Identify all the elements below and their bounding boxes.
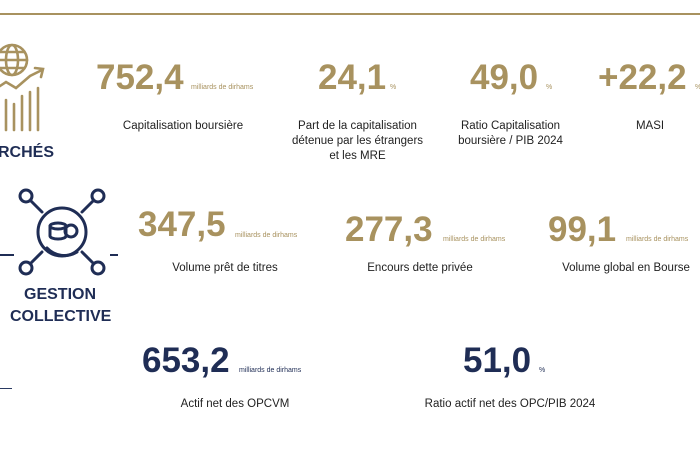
kpi-unit: %	[695, 84, 700, 91]
kpi-unit: milliards de dirhams	[443, 236, 506, 243]
kpi-label: Ratio actif net des OPC/PIB 2024	[424, 398, 596, 410]
section-title-gestion-line2: COLLECTIVE	[10, 308, 112, 325]
kpi-unit: milliards de dirhams	[626, 236, 689, 243]
kpi-label: Volume prêt de titres	[172, 262, 278, 274]
kpi-unit: milliards de dirhams	[239, 367, 302, 374]
kpi-label: MASI	[635, 120, 665, 132]
kpi-label: Capitalisation boursière	[122, 120, 244, 132]
kpi-unit: %	[390, 84, 397, 91]
kpi-value: 347,5	[138, 205, 226, 244]
kpi-unit: %	[546, 84, 553, 91]
kpi-value: +22,2	[598, 58, 687, 97]
kpi-label: Part de la capitalisation détenue par le…	[291, 120, 424, 162]
section-right-rule	[110, 254, 118, 256]
globe-growth-chart-icon	[0, 43, 45, 132]
kpi-label: Ratio Capitalisation boursière / PIB 202…	[458, 120, 563, 147]
top-divider	[0, 13, 700, 15]
kpi-value: 99,1	[548, 210, 617, 249]
section-left-rule	[0, 254, 14, 256]
section-title-marches: RCHÉS	[0, 144, 55, 161]
kpi-unit: milliards de dirhams	[235, 232, 298, 239]
kpi-unit: milliards de dirhams	[191, 84, 254, 91]
kpi-value: 51,0	[463, 341, 532, 380]
section-title-gestion-line1: GESTION	[24, 286, 97, 303]
kpi-value: 653,2	[142, 341, 230, 380]
kpi-unit: %	[539, 367, 546, 374]
kpi-label: Volume global en Bourse	[562, 262, 690, 274]
kpi-value: 49,0	[470, 58, 539, 97]
bottom-divider	[0, 388, 12, 389]
kpi-value: 752,4	[96, 58, 184, 97]
kpi-value: 24,1	[318, 58, 387, 97]
kpi-label: Actif net des OPCVM	[180, 398, 290, 410]
kpi-label: Encours dette privée	[367, 262, 473, 274]
kpi-value: 277,3	[345, 210, 433, 249]
coins-network-icon	[18, 188, 106, 276]
